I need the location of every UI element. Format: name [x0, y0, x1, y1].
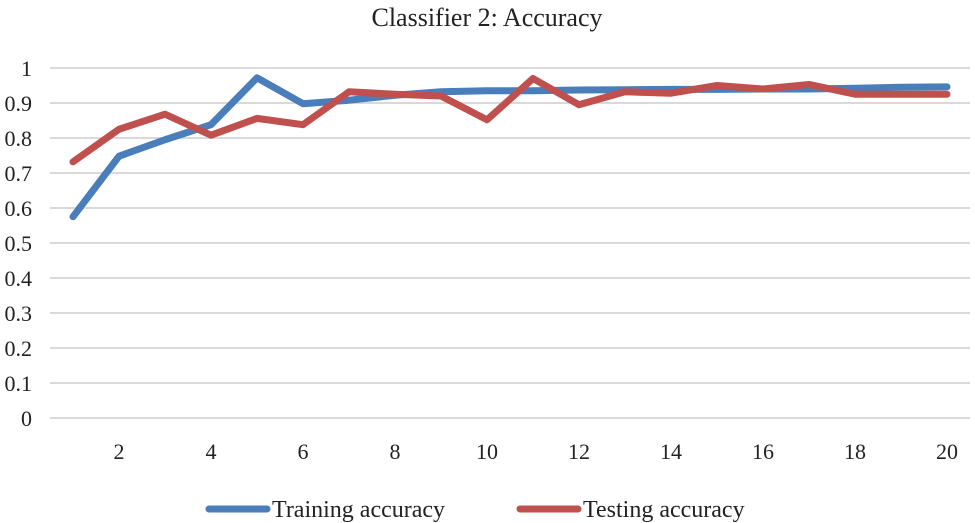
y-tick-label: 0.7 — [5, 161, 33, 186]
y-tick-label: 0.1 — [5, 371, 33, 396]
x-axis-ticks: 2 4 6 8 10 12 14 16 18 20 — [114, 439, 959, 464]
x-tick-label: 16 — [752, 439, 774, 464]
x-tick-label: 2 — [114, 439, 125, 464]
gridlines — [50, 67, 970, 419]
x-tick-label: 14 — [660, 439, 682, 464]
series-line-testing — [69, 75, 951, 166]
x-tick-label: 6 — [298, 439, 309, 464]
y-tick-label: 0 — [21, 406, 32, 431]
chart-title: Classifier 2: Accuracy — [371, 3, 602, 32]
x-tick-label: 20 — [936, 439, 958, 464]
legend-label: Training accuracy — [272, 497, 445, 523]
y-tick-label: 0.8 — [5, 126, 33, 151]
x-tick-label: 8 — [390, 439, 401, 464]
y-tick-label: 0.5 — [5, 231, 33, 256]
y-tick-label: 0.9 — [5, 91, 33, 116]
x-tick-label: 10 — [476, 439, 498, 464]
y-tick-label: 1 — [21, 56, 32, 81]
y-tick-label: 0.3 — [5, 301, 33, 326]
y-tick-label: 0.4 — [5, 266, 33, 291]
y-axis-ticks: 0 0.1 0.2 0.3 0.4 0.5 0.6 0.7 0.8 0.9 1 — [5, 56, 33, 431]
legend-label: Testing accuracy — [583, 497, 745, 523]
x-tick-label: 4 — [206, 439, 217, 464]
series-lines — [69, 74, 951, 221]
legend: Training accuracy Testing accuracy — [205, 497, 745, 523]
series-line-training — [69, 74, 951, 221]
x-tick-label: 12 — [568, 439, 590, 464]
x-tick-label: 18 — [844, 439, 866, 464]
y-tick-label: 0.6 — [5, 196, 33, 221]
y-tick-label: 0.2 — [5, 336, 33, 361]
